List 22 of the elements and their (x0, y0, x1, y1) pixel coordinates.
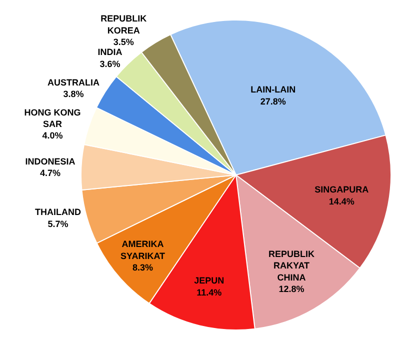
data-label: 5.7% (48, 218, 68, 229)
slice-label: REPUBLIK KOREA (100, 14, 148, 36)
data-label: 27.8% (260, 96, 286, 106)
slice-label: AMERIKA SYARIKAT (120, 239, 166, 261)
slice-label: INDIA (98, 47, 123, 58)
slice-label: REPUBLIK RAKYAT CHINA (268, 248, 316, 282)
data-label: 3.5% (113, 37, 134, 48)
data-label: 8.3% (132, 262, 154, 273)
data-label: 14.4% (328, 196, 354, 206)
slice-label: SINGAPURA (314, 184, 370, 195)
data-label: 4.0% (42, 130, 63, 141)
slice-label: HONG KONG SAR (24, 107, 81, 129)
data-label: 4.7% (40, 168, 61, 178)
slice-label: INDONESIA (25, 156, 76, 166)
slice-label: AUSTRALIA (48, 77, 100, 88)
data-label: 3.8% (63, 89, 84, 100)
data-label: 3.6% (100, 58, 120, 69)
slice-label: LAIN-LAIN (250, 84, 296, 95)
slice-label: JEPUN (194, 276, 224, 286)
data-label: 12.8% (278, 284, 304, 294)
slice-label: THAILAND (34, 207, 82, 218)
data-label: 11.4% (196, 287, 222, 298)
